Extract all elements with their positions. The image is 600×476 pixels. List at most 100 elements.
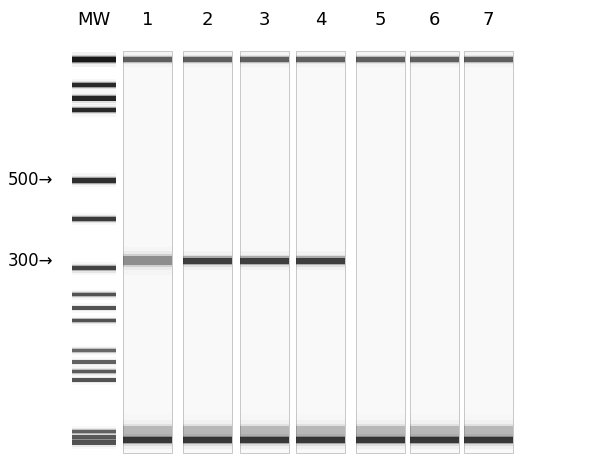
Bar [356,424,405,440]
Text: 1: 1 [142,11,154,30]
Bar [239,431,289,449]
Bar [183,436,232,445]
Bar [464,56,512,63]
Bar [71,318,116,323]
Bar [71,293,116,297]
Bar [71,357,116,367]
Bar [183,257,232,265]
Bar [71,94,116,103]
Bar [296,424,346,440]
Bar [71,428,116,436]
Bar [71,434,116,441]
Bar [71,178,116,183]
Bar [71,306,116,310]
Bar [410,431,459,449]
Bar [71,264,116,273]
Bar [296,258,346,264]
Bar [183,56,232,63]
Bar [71,432,116,443]
Bar [71,305,116,311]
Bar [356,420,405,444]
Bar [71,440,116,445]
Bar [71,291,116,298]
Bar [183,420,232,444]
Bar [71,429,116,434]
Bar [71,79,116,91]
Bar [71,439,116,446]
Bar [71,303,116,313]
Text: 7: 7 [482,11,494,30]
Bar [410,55,459,64]
Bar [296,52,346,67]
Bar [356,434,405,446]
Bar [239,426,289,438]
Bar [123,256,172,265]
Bar [410,424,459,440]
Bar [296,437,346,443]
Bar [71,81,116,89]
Bar [239,414,289,450]
Bar [296,434,346,446]
Bar [71,177,116,184]
Bar [123,431,172,449]
Bar [183,434,232,446]
Bar [410,57,459,62]
Bar [464,55,512,64]
Bar [296,426,346,438]
Text: 4: 4 [315,11,326,30]
Bar [71,369,116,374]
Bar [71,104,116,117]
Bar [410,437,459,443]
Bar [239,251,289,270]
Bar [183,52,232,67]
Bar [71,266,116,270]
Bar [71,367,116,377]
Bar [71,107,116,113]
Bar [123,55,172,64]
Bar [239,258,289,264]
Bar [123,414,172,450]
Bar [183,258,232,264]
Bar [239,436,289,445]
Bar [296,55,346,64]
Bar [296,420,346,444]
Bar [296,51,346,453]
Bar [71,370,116,373]
Bar [71,173,116,188]
Bar [464,436,512,445]
Bar [183,57,232,62]
Bar [464,51,512,453]
Bar [464,434,512,446]
Bar [296,257,346,265]
Bar [71,378,116,382]
Bar [71,290,116,300]
Bar [71,368,116,375]
Text: 300→: 300→ [7,252,53,270]
Bar [183,414,232,450]
Bar [123,57,172,62]
Bar [71,83,116,87]
Bar [183,51,232,453]
Bar [71,215,116,223]
Bar [71,377,116,382]
Bar [464,420,512,444]
Bar [296,414,346,450]
Bar [183,55,232,64]
Bar [410,420,459,444]
Bar [356,56,405,63]
Bar [356,414,405,450]
Bar [71,213,116,226]
Bar [71,349,116,352]
Bar [71,375,116,385]
Bar [239,55,289,64]
Bar [123,51,172,453]
Bar [239,255,289,267]
Bar [71,96,116,100]
Bar [123,56,172,63]
Bar [71,217,116,221]
Bar [356,57,405,62]
Bar [464,424,512,440]
Bar [183,431,232,449]
Text: MW: MW [77,11,110,30]
Bar [356,437,405,443]
